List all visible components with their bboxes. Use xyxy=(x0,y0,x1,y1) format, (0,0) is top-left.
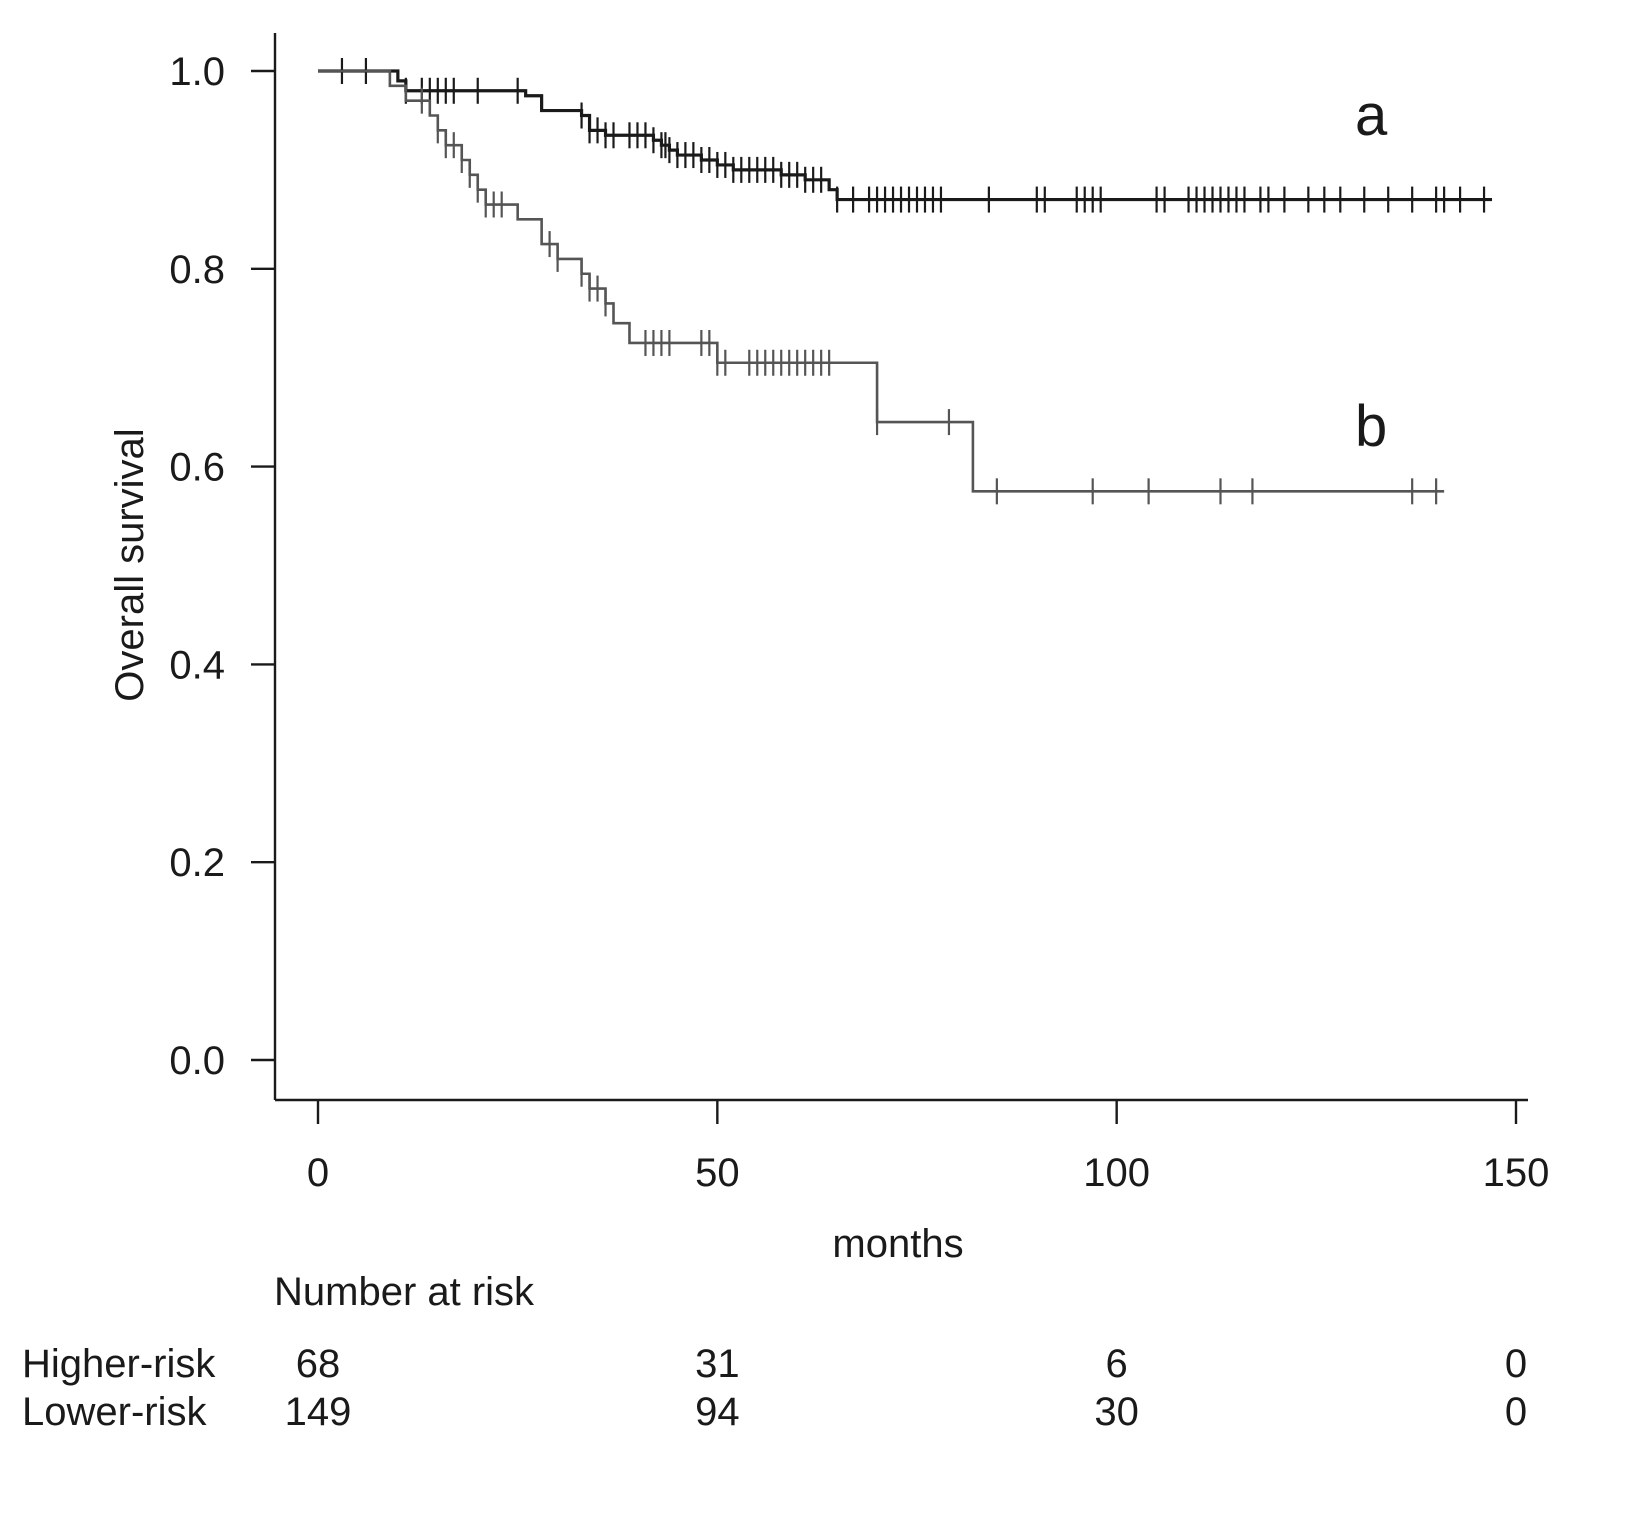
risk-count-0-1: 31 xyxy=(695,1342,740,1386)
y-tick-label-4: 0.8 xyxy=(169,248,225,292)
curve-label-b: b xyxy=(1355,394,1387,459)
y-ticks: 0.0 0.2 0.4 0.6 0.8 1.0 xyxy=(169,50,275,1083)
axes xyxy=(273,33,1528,1102)
y-tick-label-5: 1.0 xyxy=(169,50,225,94)
y-axis-title: Overall survival xyxy=(108,428,152,701)
y-tick-label-0: 0.0 xyxy=(169,1039,225,1083)
risk-count-0-3: 0 xyxy=(1505,1342,1527,1386)
risk-count-0-0: 68 xyxy=(296,1342,341,1386)
series xyxy=(318,58,1493,505)
curve-label-a: a xyxy=(1355,83,1388,148)
series-b xyxy=(318,69,1445,505)
risk-row-label-1: Lower-risk xyxy=(22,1390,207,1434)
risk-row-label-0: Higher-risk xyxy=(22,1342,216,1386)
risk-count-1-3: 0 xyxy=(1505,1390,1527,1434)
series-a xyxy=(318,58,1493,213)
x-tick-label-3: 150 xyxy=(1483,1151,1550,1195)
risk-count-1-0: 149 xyxy=(285,1390,352,1434)
series-line-a xyxy=(318,69,1493,202)
y-tick-label-2: 0.4 xyxy=(169,643,225,687)
risk-count-1-2: 30 xyxy=(1094,1390,1139,1434)
number-at-risk-title: Number at risk xyxy=(274,1270,535,1314)
number-at-risk-table: Higher-risk 68 31 6 0 Lower-risk 149 94 30 0 xyxy=(22,1342,1527,1434)
x-axis-title: months xyxy=(832,1222,963,1266)
x-tick-label-1: 50 xyxy=(695,1151,740,1195)
x-tick-label-0: 0 xyxy=(307,1151,329,1195)
risk-count-0-2: 6 xyxy=(1106,1342,1128,1386)
risk-count-1-1: 94 xyxy=(695,1390,740,1434)
series-line-b xyxy=(318,69,1445,493)
y-tick-label-1: 0.2 xyxy=(169,841,225,885)
y-tick-label-3: 0.6 xyxy=(169,446,225,490)
x-tick-label-2: 100 xyxy=(1083,1151,1150,1195)
x-ticks: 0 50 100 150 xyxy=(307,1100,1550,1195)
